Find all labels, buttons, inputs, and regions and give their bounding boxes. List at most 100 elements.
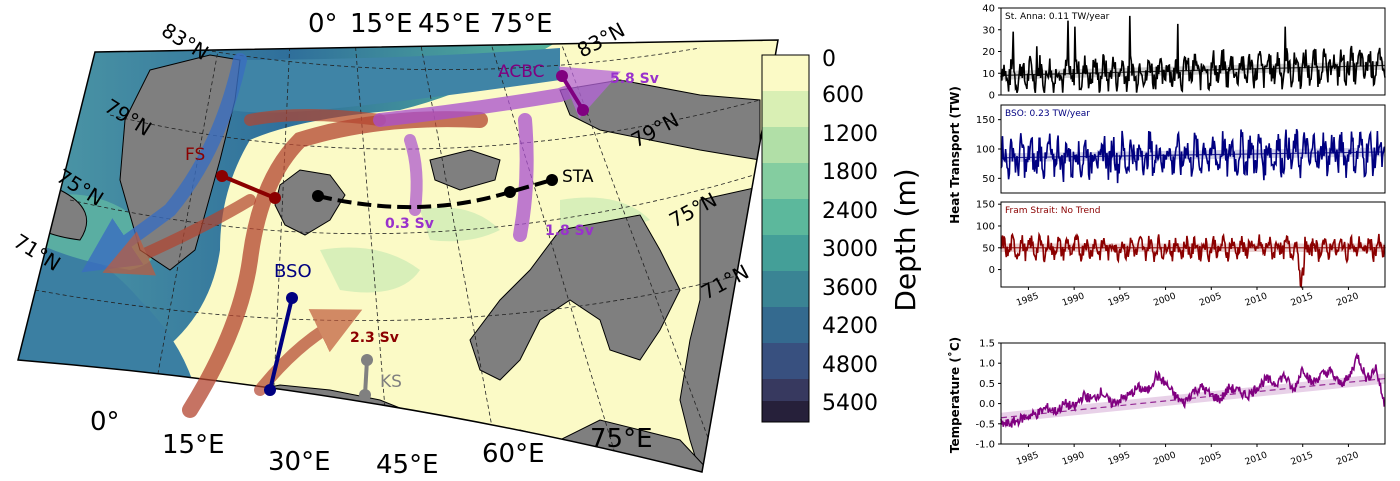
lon-label-bottom: 45°E — [376, 450, 439, 480]
x-tick-label: 2010 — [1244, 450, 1269, 467]
bso-flow-label: 2.3 Sv — [350, 330, 399, 346]
timeseries-panel: 50 100 150 BSO: 0.23 TW/year — [976, 104, 1386, 194]
colorbar-ticks: 0 600 1200 1800 2400 3000 3600 4200 4800… — [822, 47, 878, 416]
y-tick-label: 1.5 — [979, 339, 995, 350]
trend-line — [1000, 64, 1386, 77]
franz-josef-land — [429, 149, 501, 191]
bso-section-line — [268, 297, 294, 391]
fs-section-line — [221, 174, 276, 200]
panel-annotation: St. Anna: 0.11 TW/year — [1005, 12, 1110, 22]
sections — [216, 70, 589, 401]
lon-label-bottom: 30°E — [268, 447, 331, 477]
bso-label: BSO — [274, 261, 312, 282]
y-tick-label: 50 — [982, 243, 995, 254]
fs-endpoint — [216, 170, 228, 182]
lon-label-top: 0° — [308, 9, 338, 39]
map-frame — [17, 39, 779, 473]
acbc-label: ACBC — [498, 62, 544, 82]
colorbar-tick: 3600 — [822, 276, 878, 301]
sta-section-line — [317, 178, 553, 210]
lon-label-bottom: 75°E — [590, 424, 653, 454]
colorbar-tick: 1800 — [822, 160, 878, 185]
novaya-zemlya — [469, 214, 681, 381]
x-tick-label: 1985 — [1015, 451, 1040, 468]
shelf-bank — [320, 247, 420, 293]
sta-endpoint — [504, 186, 516, 198]
y-tick-label: -0.5 — [975, 419, 995, 430]
series-line — [1000, 128, 1386, 184]
y-tick-label: 100 — [976, 145, 995, 156]
x-tick-label: 2005 — [1198, 451, 1223, 468]
y-tick-label: 150 — [976, 200, 995, 211]
y-tick-label: 1.0 — [979, 359, 995, 370]
sta-endpoint — [546, 174, 558, 186]
sta-branch — [513, 113, 534, 242]
timeseries-panel: 1.5 1.0 0.5 0.0 -0.5 -1.0 — [975, 339, 1386, 451]
panel-annotation: BSO: 0.23 TW/year — [1005, 109, 1090, 119]
x-tick-label: 2015 — [1290, 451, 1315, 468]
y-tick-label: 30 — [982, 25, 995, 36]
heat-transport-ylabel: Heat Transport (TW) — [948, 86, 962, 224]
fs-label: FS — [185, 145, 205, 165]
acbc-endpoint — [556, 70, 568, 82]
shelf-bank — [420, 207, 500, 242]
x-tick-label: 2020 — [1335, 450, 1360, 467]
y-tick-label: 20 — [982, 47, 995, 58]
ks-endpoint — [361, 354, 373, 366]
trend-line — [1000, 377, 1386, 419]
depth-colorbar — [761, 54, 810, 423]
panel-frame — [1000, 201, 1386, 288]
bso-endpoint — [286, 292, 298, 304]
colorbar-tick: 4200 — [822, 314, 878, 339]
lon-label-bottom: 0° — [90, 407, 120, 437]
colorbar-tick: 3000 — [822, 237, 878, 262]
y-tick-label: 0 — [989, 91, 995, 102]
y-tick-label: 0 — [989, 265, 995, 276]
acbc-current — [373, 66, 621, 127]
ks-label: KS — [380, 372, 402, 392]
lon-label-top: 75°E — [490, 9, 553, 39]
central-flow-label: 0.3 Sv — [385, 216, 434, 232]
bso-endpoint — [264, 384, 276, 396]
y-tick-label: 0.5 — [979, 379, 995, 390]
x-tick-label: 1990 — [1061, 291, 1086, 308]
y-tick-label: 150 — [976, 115, 995, 126]
colorbar-tick: 0 — [822, 47, 836, 72]
sta-endpoint — [312, 190, 324, 202]
acbc-section-line — [560, 74, 585, 112]
x-tick-label: 1995 — [1107, 451, 1132, 468]
colorbar-tick: 5400 — [822, 391, 878, 416]
x-tick-label: 2015 — [1290, 292, 1315, 309]
series-line — [1000, 231, 1386, 289]
trend-line — [1000, 151, 1386, 159]
colorbar-tick: 600 — [822, 83, 864, 108]
sta-flow-label: 1.8 Sv — [545, 223, 594, 239]
svalbard — [274, 169, 346, 236]
lon-label-bottom: 60°E — [482, 439, 545, 469]
fs-branch — [244, 109, 386, 126]
x-tick-label: 2000 — [1152, 291, 1177, 308]
x-tick-label: 2020 — [1335, 291, 1360, 308]
series-line — [1000, 352, 1385, 429]
fs-endpoint — [269, 192, 281, 204]
colorbar-label: Depth (m) — [889, 168, 922, 311]
temperature-ylabel: Temperature (˚C) — [947, 337, 962, 453]
x-tick-label: 2005 — [1198, 292, 1223, 309]
x-tick-label: 1990 — [1061, 450, 1086, 467]
colorbar-tick: 1200 — [822, 122, 878, 147]
x-tick-label: 2010 — [1244, 291, 1269, 308]
lon-label-bottom: 15°E — [162, 430, 225, 460]
lon-label-top: 45°E — [418, 9, 481, 39]
colorbar-tick: 4800 — [822, 353, 878, 378]
lon-label-top: 15°E — [350, 9, 413, 39]
sta-label: STA — [562, 167, 594, 187]
bso-inflow-arrow — [254, 309, 363, 396]
timeseries-panel: 0 50 100 150 Fram Strait: No Trend — [976, 200, 1386, 289]
ks-endpoint — [359, 389, 371, 401]
y-tick-label: 40 — [982, 4, 995, 15]
y-tick-label: 100 — [976, 221, 995, 232]
x-tick-label: 2000 — [1152, 450, 1177, 467]
acbc-flow-label: 5.8 Sv — [610, 71, 659, 87]
